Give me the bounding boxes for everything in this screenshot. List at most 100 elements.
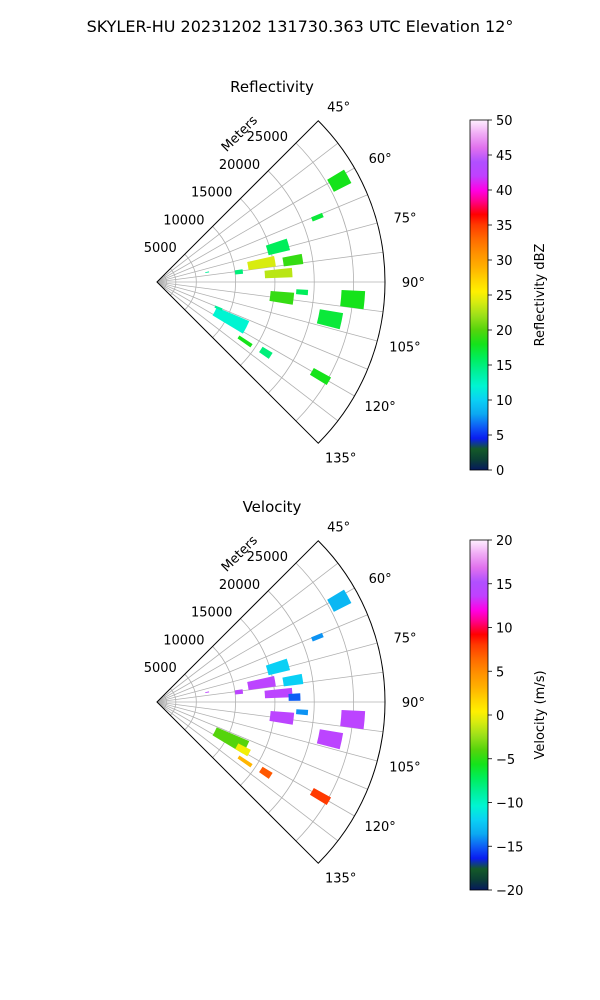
sector-frame: [156, 540, 386, 864]
data-cell: [247, 256, 276, 270]
data-cell: [288, 693, 301, 701]
range-tick-label: 25000: [247, 130, 288, 145]
data-cell: [247, 676, 276, 690]
data-cell: [296, 709, 309, 716]
range-tick-label: 5000: [144, 241, 177, 256]
range-tick-label: 20000: [219, 158, 260, 173]
data-cell: [311, 632, 324, 642]
colorbar-tick-label: −20: [496, 884, 523, 899]
azimuth-spoke: [156, 142, 339, 283]
azimuth-spoke: [156, 587, 355, 703]
range-tick-label: 25000: [247, 550, 288, 565]
azimuth-tick-label: 75°: [393, 212, 416, 227]
azimuth-tick-label: 45°: [327, 100, 350, 115]
figure-suptitle: SKYLER-HU 20231202 131730.363 UTC Elevat…: [87, 17, 514, 36]
colorbar-tick-label: 5: [496, 429, 504, 444]
colorbar-tick-label: 25: [496, 289, 513, 304]
range-tick-label: 10000: [163, 213, 204, 228]
data-cell: [327, 169, 352, 192]
azimuth-tick-label: 45°: [327, 520, 350, 535]
azimuth-spoke: [156, 701, 378, 762]
data-cell: [264, 267, 293, 279]
colorbar-bar: [469, 539, 489, 891]
colorbar-tick-label: 40: [496, 184, 513, 199]
azimuth-tick-label: 135°: [325, 452, 356, 467]
colorbar-tick-label: 20: [496, 324, 513, 339]
azimuth-spoke: [156, 167, 355, 283]
azimuth-spoke: [156, 281, 378, 342]
colorbar-tick-label: 5: [496, 665, 504, 680]
data-cell: [316, 309, 344, 330]
azimuth-tick-label: 105°: [389, 340, 420, 355]
range-tick-label: 15000: [191, 186, 232, 201]
azimuth-tick-label: 135°: [325, 872, 356, 887]
data-cell: [282, 253, 304, 267]
azimuth-tick-label: 60°: [369, 152, 392, 167]
azimuth-spoke: [156, 194, 368, 283]
azimuth-spoke: [156, 701, 339, 842]
range-tick-label: 20000: [219, 578, 260, 593]
data-cell: [340, 710, 366, 730]
azimuth-spoke: [156, 281, 339, 422]
colorbar-bar: [469, 119, 489, 471]
colorbar-label: Velocity (m/s): [533, 670, 548, 759]
azimuth-tick-label: 120°: [364, 820, 395, 835]
data-cell: [259, 346, 273, 359]
azimuth-tick-label: 90°: [402, 696, 425, 711]
colorbar-tick-label: 30: [496, 254, 513, 269]
azimuth-spoke: [156, 281, 368, 370]
panel-title: Reflectivity: [230, 78, 314, 96]
azimuth-spoke: [156, 614, 368, 703]
colorbar-tick-label: 45: [496, 149, 513, 164]
data-cell: [214, 305, 223, 311]
azimuth-spoke: [156, 562, 339, 703]
colorbar-tick-label: 0: [496, 709, 504, 724]
colorbar-label: Reflectivity dBZ: [533, 244, 548, 347]
data-cell: [265, 238, 291, 256]
colorbar-tick-label: 35: [496, 219, 513, 234]
range-tick-label: 10000: [163, 633, 204, 648]
colorbar-tick-label: 15: [496, 359, 513, 374]
range-tick-label: 5000: [144, 661, 177, 676]
azimuth-tick-label: 60°: [369, 572, 392, 587]
data-cell: [340, 290, 366, 310]
data-cell: [212, 307, 250, 334]
data-cell: [327, 589, 352, 612]
colorbar-tick-label: −5: [496, 753, 515, 768]
sector-frame: [156, 120, 386, 444]
azimuth-spoke: [156, 642, 378, 703]
velocity-panel: Velocity 5000 10000 15000 20000 25000 45° 60° 75…: [144, 498, 548, 899]
panel-title: Velocity: [243, 498, 302, 516]
data-cell: [269, 290, 295, 305]
data-cell: [316, 729, 344, 750]
data-cell: [205, 271, 210, 274]
data-cell: [259, 766, 273, 779]
data-cell: [237, 335, 253, 348]
colorbar-tick-label: −15: [496, 840, 523, 855]
range-tick-label: 15000: [191, 606, 232, 621]
azimuth-tick-label: 120°: [364, 400, 395, 415]
colorbar-tick-label: −10: [496, 797, 523, 812]
colorbar-tick-label: 0: [496, 464, 504, 479]
azimuth-spoke: [156, 222, 378, 283]
data-cell: [234, 689, 244, 695]
data-cell: [269, 710, 295, 725]
colorbar-tick-label: 10: [496, 394, 513, 409]
data-cell: [237, 755, 253, 768]
data-cell: [311, 212, 324, 222]
data-cell: [309, 788, 332, 805]
colorbar-tick-label: 15: [496, 578, 513, 593]
data-cell: [235, 743, 251, 757]
azimuth-tick-label: 105°: [389, 760, 420, 775]
data-cell: [234, 269, 244, 275]
colorbar-tick-label: 10: [496, 622, 513, 637]
azimuth-tick-label: 75°: [393, 632, 416, 647]
data-cell: [265, 658, 291, 676]
reflectivity-panel: Reflectivity 5000 10000 15000 20000 25000 45° 6…: [144, 78, 548, 479]
data-cell: [296, 289, 309, 296]
data-cell: [205, 691, 210, 694]
data-cell: [309, 368, 332, 385]
data-cell: [264, 687, 293, 699]
colorbar-tick-label: 20: [496, 534, 513, 549]
